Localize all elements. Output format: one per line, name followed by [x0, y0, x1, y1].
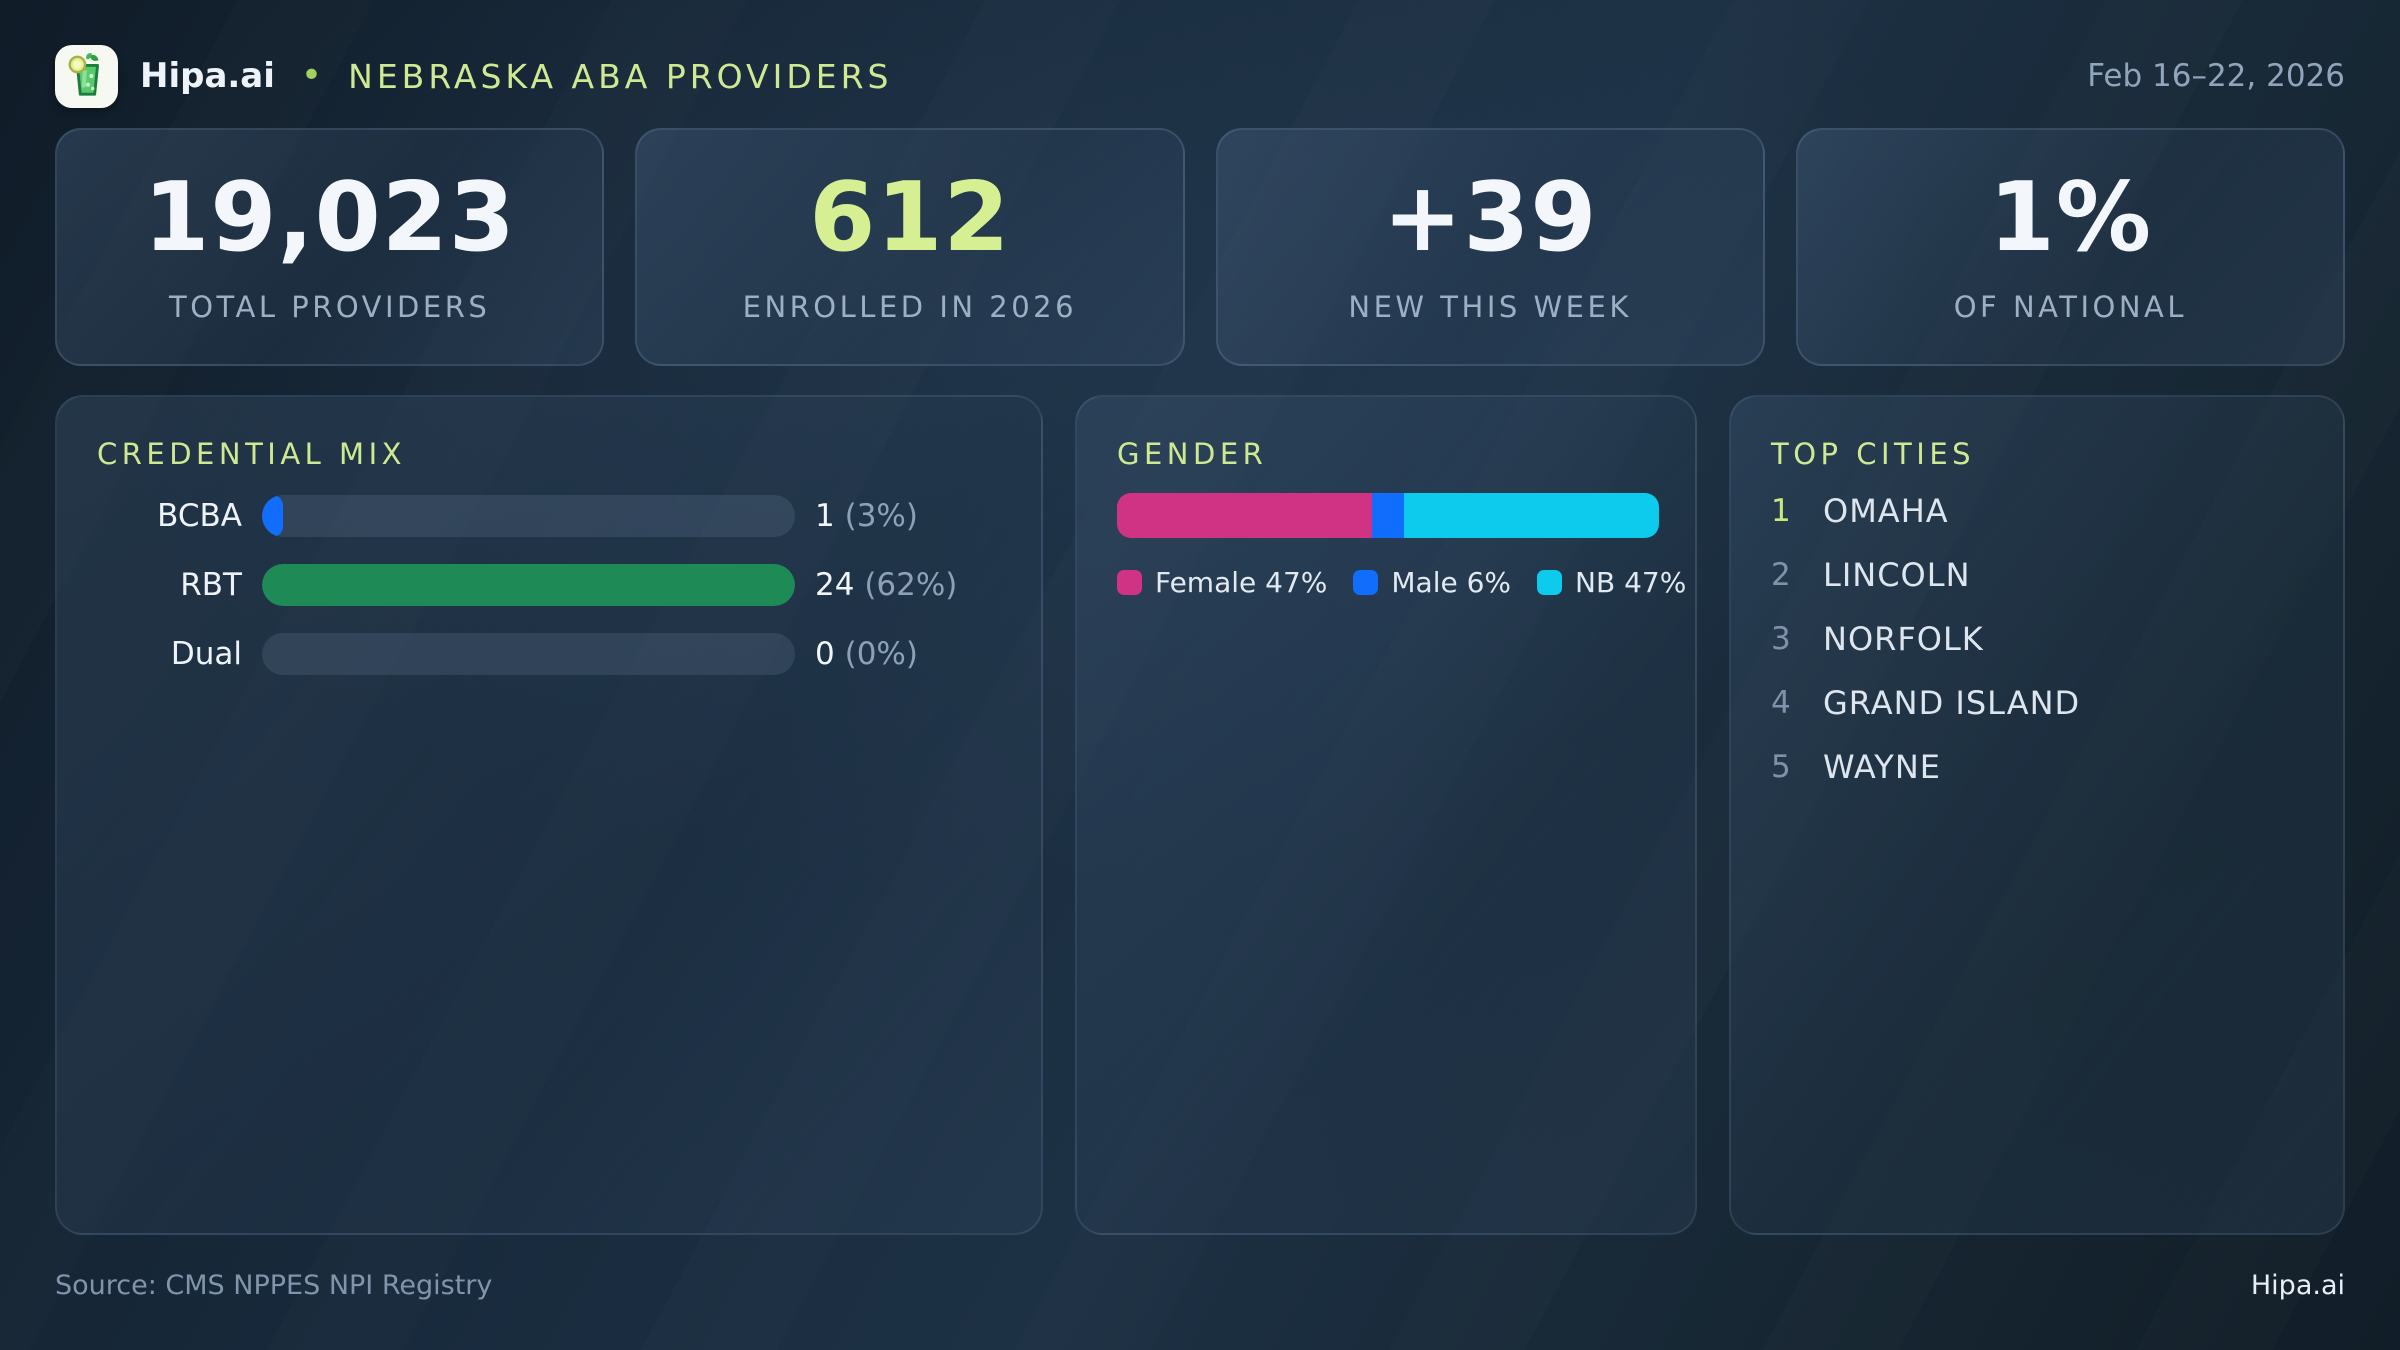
- panel-title: GENDER: [1117, 437, 1268, 471]
- legend-swatch: [1537, 570, 1563, 595]
- bar-label: RBT: [180, 567, 242, 603]
- city-list: 1 OMAHA 2 LINCOLN 3 NORFOLK 4 GRAND ISLA…: [1771, 491, 2303, 787]
- legend-item-nb: NB 47%: [1537, 566, 1686, 599]
- legend-label: NB 47%: [1575, 566, 1687, 599]
- city-row: 2 LINCOLN: [1771, 555, 2303, 595]
- gender-panel: GENDER Female 47% Male 6% NB 47%: [1075, 395, 1697, 1235]
- panels-row: CREDENTIAL MIX BCBA 1 (3%) RBT 24 (62%): [55, 395, 2345, 1235]
- city-row: 5 WAYNE: [1771, 747, 2303, 787]
- stat-label: NEW THIS WEEK: [1348, 289, 1632, 324]
- city-rank: 1: [1771, 493, 1791, 529]
- bar-value: 1 (3%): [815, 498, 918, 534]
- city-name: GRAND ISLAND: [1823, 684, 2081, 722]
- legend-label: Male 6%: [1391, 566, 1512, 599]
- city-row: 3 NORFOLK: [1771, 619, 2303, 659]
- city-row: 1 OMAHA: [1771, 491, 2303, 531]
- legend-swatch: [1353, 570, 1379, 595]
- panel-title: TOP CITIES: [1771, 437, 1976, 471]
- header: Hipa.ai • NEBRASKA ABA PROVIDERS Feb 16–…: [55, 38, 2345, 114]
- app-logo: [55, 44, 118, 108]
- stat-card-total-providers: 19,023 TOTAL PROVIDERS: [55, 128, 605, 366]
- stat-value: 612: [809, 162, 1011, 273]
- bar-fill: [262, 564, 795, 606]
- city-rank: 5: [1771, 749, 1791, 785]
- legend-item-female: Female 47%: [1117, 566, 1327, 599]
- bar-label: Dual: [170, 636, 242, 672]
- bar-fill: [262, 495, 284, 537]
- city-rank: 4: [1771, 685, 1791, 721]
- stat-label: TOTAL PROVIDERS: [168, 289, 491, 324]
- panel-title: CREDENTIAL MIX: [97, 437, 406, 471]
- brand-name: Hipa.ai: [140, 56, 275, 96]
- credential-bars: BCBA 1 (3%) RBT 24 (62%) Dual: [97, 495, 1001, 675]
- city-name: LINCOLN: [1823, 556, 1971, 594]
- city-name: NORFOLK: [1823, 620, 1984, 658]
- bar-track: [262, 495, 795, 537]
- stat-value: 1%: [1988, 162, 2153, 273]
- page-title: NEBRASKA ABA PROVIDERS: [348, 56, 893, 96]
- bar-value: 0 (0%): [815, 636, 918, 672]
- bar-percent: (3%): [844, 498, 918, 534]
- legend-swatch: [1117, 570, 1142, 595]
- gender-stacked-bar: [1117, 493, 1659, 538]
- credential-row-bcba: BCBA 1 (3%): [97, 495, 1001, 537]
- mojito-icon: [68, 53, 99, 96]
- separator-dot: •: [300, 55, 323, 96]
- segment-female: [1117, 493, 1372, 538]
- bar-label: BCBA: [157, 498, 242, 534]
- stat-label: ENROLLED IN 2026: [742, 289, 1078, 324]
- bar-count: 1: [815, 498, 835, 534]
- segment-male: [1371, 493, 1405, 538]
- stat-value: 19,023: [143, 162, 516, 273]
- bar-percent: (62%): [864, 567, 958, 603]
- stat-card-of-national: 1% OF NATIONAL: [1795, 128, 2345, 366]
- city-row: 4 GRAND ISLAND: [1771, 683, 2303, 723]
- date-range: Feb 16–22, 2026: [2087, 58, 2345, 94]
- legend-item-male: Male 6%: [1353, 566, 1511, 599]
- footer-brand: Hipa.ai: [2250, 1269, 2345, 1301]
- stat-card-new-this-week: +39 NEW THIS WEEK: [1215, 128, 1765, 366]
- footer: Source: CMS NPPES NPI Registry Hipa.ai: [55, 1262, 2345, 1308]
- city-rank: 2: [1771, 557, 1791, 593]
- credential-mix-panel: CREDENTIAL MIX BCBA 1 (3%) RBT 24 (62%): [55, 395, 1043, 1235]
- bar-value: 24 (62%): [815, 567, 957, 603]
- bar-percent: (0%): [844, 636, 918, 672]
- stat-cards-row: 19,023 TOTAL PROVIDERS 612 ENROLLED IN 2…: [55, 128, 2345, 366]
- bar-count: 24: [815, 567, 855, 603]
- source-attribution: Source: CMS NPPES NPI Registry: [55, 1269, 493, 1301]
- credential-row-dual: Dual 0 (0%): [97, 633, 1001, 675]
- credential-row-rbt: RBT 24 (62%): [97, 564, 1001, 606]
- gender-legend: Female 47% Male 6% NB 47%: [1117, 566, 1686, 599]
- bar-track: [262, 564, 795, 606]
- city-rank: 3: [1771, 621, 1791, 657]
- city-name: WAYNE: [1823, 748, 1941, 786]
- stat-value: +39: [1382, 162, 1598, 273]
- stat-card-enrolled: 612 ENROLLED IN 2026: [635, 128, 1185, 366]
- top-cities-panel: TOP CITIES 1 OMAHA 2 LINCOLN 3 NORFOLK 4…: [1729, 395, 2345, 1235]
- stat-label: OF NATIONAL: [1953, 289, 2188, 324]
- legend-label: Female 47%: [1155, 566, 1328, 599]
- bar-count: 0: [815, 636, 835, 672]
- segment-nb: [1404, 493, 1659, 538]
- city-name: OMAHA: [1823, 492, 1949, 530]
- bar-track: [262, 633, 795, 675]
